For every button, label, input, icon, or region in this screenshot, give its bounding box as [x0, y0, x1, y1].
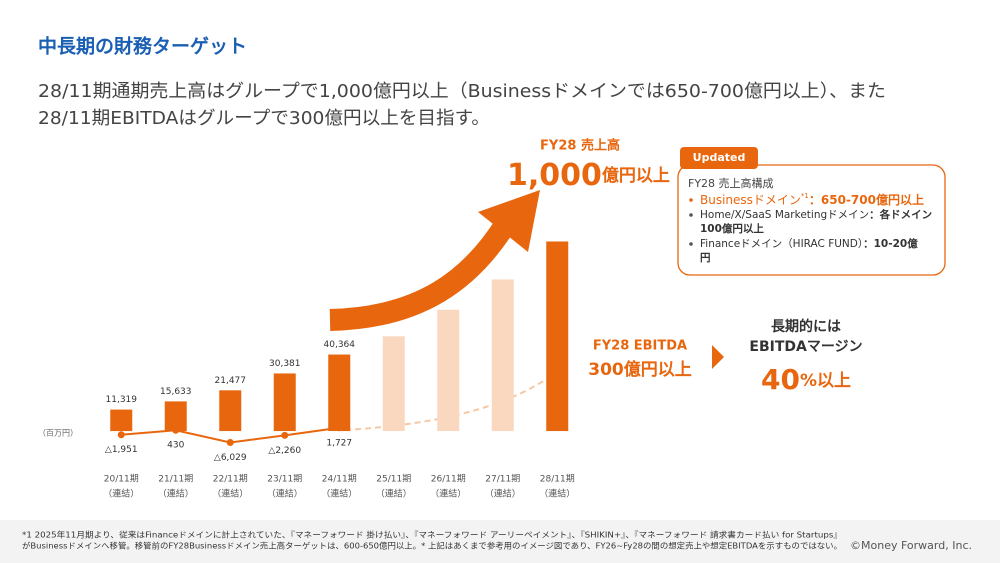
x-tick-label: 24/11期 — [322, 474, 357, 485]
item-value: ：各ドメイン — [869, 208, 932, 221]
revenue-target-label: FY28 売上高 — [540, 138, 620, 154]
lead-line: 28/11期EBITDAはグループで300億円以上を目指す。 — [38, 108, 490, 129]
unit-label: （百万円） — [38, 429, 78, 438]
box-item-cont: 円 — [700, 252, 711, 264]
margin-value: 40%以上 — [761, 363, 851, 396]
x-tick-label: 20/11期 — [104, 474, 139, 485]
x-tick-sublabel: （連結） — [103, 488, 139, 500]
x-tick-label: 26/11期 — [431, 474, 466, 485]
copyright: ©Money Forward, Inc. — [850, 539, 972, 552]
unit: %以上 — [800, 371, 851, 391]
bar — [219, 390, 242, 432]
ebitda-target-value: 300億円以上 — [588, 359, 692, 380]
box-heading: FY28 売上高構成 — [688, 176, 774, 190]
ebitda-point — [335, 424, 343, 432]
bar — [328, 354, 351, 432]
x-tick-sublabel: （連結） — [539, 488, 575, 500]
item-text: Businessドメイン — [700, 193, 801, 207]
updated-tag-text: Updated — [693, 151, 746, 164]
x-tick-label: 27/11期 — [485, 474, 520, 485]
x-tick-sublabel: （連結） — [267, 488, 303, 500]
x-tick-label: 25/11期 — [376, 474, 411, 485]
bar — [491, 279, 514, 432]
bar-value-label: 21,477 — [215, 376, 247, 386]
updated-tag — [680, 147, 758, 169]
bar — [546, 241, 569, 432]
lead-line: 28/11期通期売上高はグループで1,000億円以上（Businessドメインで… — [38, 81, 886, 102]
ebitda-value-label: 430 — [167, 441, 184, 451]
pointer — [712, 345, 724, 369]
ebitda-target-label: FY28 EBITDA — [593, 339, 687, 354]
revenue-target-value: 1,000億円以上 — [507, 158, 670, 193]
footnote: がBusinessドメインへ移管。移管前のFY28Businessドメイン売上高… — [22, 541, 842, 551]
updated-box — [677, 164, 946, 276]
x-tick-label: 28/11期 — [540, 474, 575, 485]
bar — [110, 409, 133, 432]
bar — [164, 401, 187, 432]
ebitda-value-label: △2,260 — [268, 446, 301, 456]
ebitda-value-label: △1,951 — [105, 445, 138, 455]
bar — [437, 309, 460, 432]
box-item: Home/X/SaaS Marketingドメイン：各ドメイン — [700, 208, 932, 221]
value: 1,000 — [507, 158, 602, 193]
growth-arrow-head — [478, 190, 540, 252]
footnote: *1 2025年11月期より、従来はFinanceドメインに計上されていた、『マ… — [22, 530, 842, 540]
bar — [382, 336, 405, 432]
bar — [273, 373, 296, 432]
box-item: Businessドメイン*1：650-700億円以上 — [700, 192, 924, 207]
x-tick-sublabel: （連結） — [212, 488, 248, 500]
x-tick-sublabel: （連結） — [485, 488, 521, 500]
unit: 億円以上 — [602, 165, 670, 186]
bullet — [689, 213, 693, 217]
x-tick-label: 23/11期 — [267, 474, 302, 485]
bar-value-label: 11,319 — [106, 395, 138, 405]
item-value: ：650-700億円以上 — [809, 192, 924, 207]
growth-arrow — [329, 219, 515, 331]
box-item: Financeドメイン（HIRAC FUND）：10-20億 — [700, 237, 918, 250]
item-note: *1 — [801, 192, 809, 200]
ebitda-point — [281, 431, 289, 439]
bullet — [689, 242, 693, 246]
x-tick-sublabel: （連結） — [430, 488, 466, 500]
item-text: Financeドメイン（HIRAC FUND） — [700, 238, 863, 250]
box-item-cont: 100億円以上 — [700, 222, 764, 235]
item-text: Home/X/SaaS Marketingドメイン — [700, 209, 869, 221]
ebitda-point — [117, 431, 125, 439]
bar-value-label: 15,633 — [160, 387, 192, 397]
item-value: ：10-20億 — [863, 237, 918, 250]
ebitda-point — [226, 438, 234, 446]
ebitda-value-label: 1,727 — [326, 438, 352, 448]
value: 40 — [761, 363, 800, 396]
margin-line: 長期的には — [771, 318, 841, 335]
bar-value-label: 40,364 — [324, 340, 356, 350]
ebitda-projection — [344, 377, 549, 431]
x-tick-sublabel: （連結） — [376, 488, 412, 500]
ebitda-point — [172, 426, 180, 434]
x-tick-sublabel: （連結） — [158, 488, 194, 500]
ebitda-value-label: △6,029 — [214, 453, 247, 463]
x-tick-label: 22/11期 — [213, 474, 248, 485]
slide-title: 中長期の財務ターゲット — [38, 35, 247, 58]
x-tick-label: 21/11期 — [158, 474, 193, 485]
margin-line: EBITDAマージン — [749, 339, 862, 355]
footer-band — [0, 520, 1000, 563]
bullet — [689, 198, 693, 202]
bar-value-label: 30,381 — [269, 359, 301, 369]
x-tick-sublabel: （連結） — [321, 488, 357, 500]
